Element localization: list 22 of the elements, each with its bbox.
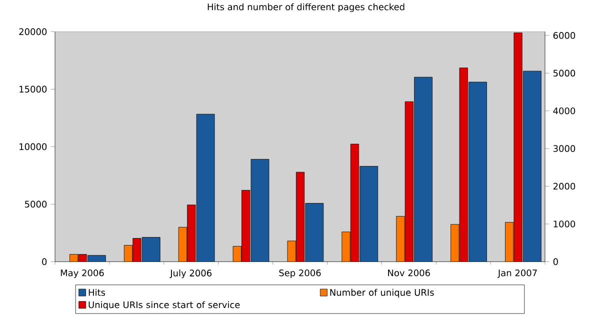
y2-tick-label: 0 [553,258,558,266]
y2-tick-label: 4000 [553,108,576,114]
y-tick-label: 5000 [25,200,47,208]
y-tick-label: 20000 [19,28,47,36]
x-tick-label: Sep 2006 [279,270,321,278]
legend-label: Number of unique URIs [330,289,434,298]
y2-tick-label: 3000 [553,145,576,152]
x-tick-label: Nov 2006 [388,270,430,276]
y2-tick-label: 2000 [553,183,576,190]
chart-title: Hits and number of different pages checked [208,3,404,12]
x-tick-label: Jan 2007 [497,270,537,278]
x-tick-label: May 2006 [60,270,104,278]
y-tick-label: 15000 [20,86,47,93]
x-tick-label: July 2006 [170,270,212,278]
y2-tick-label: 1000 [554,220,576,228]
y2-tick-label: 5000 [553,70,576,77]
legend-label: Unique URIs since start of service [88,301,240,310]
y2-tick-label: 6000 [553,32,576,40]
y-tick-label: 0 [42,258,47,266]
bar [187,205,196,262]
y-tick-label: 10000 [20,143,47,150]
legend-label: Hits [88,289,106,296]
